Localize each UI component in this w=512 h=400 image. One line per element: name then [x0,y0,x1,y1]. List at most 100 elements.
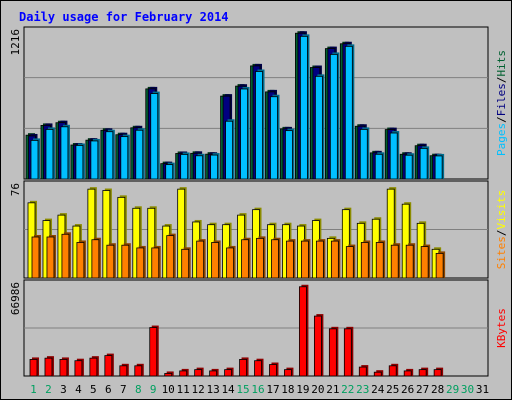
bar-kbytes-day-23 [358,365,369,377]
bar-kbytes-day-26-face [403,370,412,377]
x-label-day-17: 17 [266,383,279,396]
x-label-day-13: 13 [206,383,219,396]
bar-sites-day-10 [166,233,176,279]
bar-pages-day-13-face [210,154,219,180]
bar-sites-day-25-face [390,244,399,279]
bar-pages-day-17 [270,94,280,180]
panel-hits-files-pages-legend: Pages/Files/Hits [495,50,508,156]
bar-pages-day-9-face [150,93,159,180]
bar-pages-day-15 [240,86,250,180]
bar-pages-day-5-face [90,140,99,180]
bar-sites-day-16-face [256,237,264,279]
x-label-day-9: 9 [150,383,157,396]
bar-kbytes-day-7-face [119,365,128,377]
bar-kbytes-day-23-face [358,366,367,377]
bar-sites-day-27-face [420,246,429,279]
bar-sites-day-4 [76,240,86,279]
bar-visits-day-8-face [132,207,141,279]
legend-hits-4: Hits [495,50,508,77]
bar-pages-day-17-face [270,96,278,180]
bar-pages-day-12-face [195,155,204,180]
bar-kbytes-day-5-face [89,357,98,377]
legend-visits-2: Visits [495,190,508,230]
x-label-day-29: 29 [446,383,459,396]
bar-sites-day-23 [360,240,371,279]
bar-visits-day-25 [386,187,397,279]
bar-pages-day-10 [165,162,175,180]
bar-pages-day-6-face [105,131,114,180]
bar-sites-day-7-face [121,244,130,279]
chart-panels: 1216Pages/Files/Hits76Sites/Visits66986K… [9,26,508,377]
legend-sites-0: Sites [495,236,508,269]
bar-sites-day-20-face [315,240,324,279]
bar-visits-day-25-face [386,188,395,279]
x-label-day-12: 12 [192,383,205,396]
x-label-day-2: 2 [45,383,52,396]
bar-pages-day-1-face [30,140,39,180]
bar-kbytes-day-12 [194,367,204,377]
chart-title: Daily usage for February 2014 [19,10,229,24]
bar-visits-day-6-face [102,190,111,279]
bar-sites-day-24-face [375,242,384,279]
bar-pages-day-2 [45,127,55,180]
bar-kbytes-day-6-face [104,355,113,377]
bar-pages-day-7-face [120,136,129,180]
x-label-day-26: 26 [401,383,414,396]
x-label-day-10: 10 [162,383,175,396]
bar-visits-day-11 [177,187,187,279]
x-label-day-18: 18 [281,383,294,396]
x-label-day-25: 25 [386,383,399,396]
panel-kbytes-ymax-label: 66986 [9,282,22,315]
bar-sites-day-13-face [211,242,220,279]
bar-sites-day-13 [211,240,221,279]
bar-pages-day-28-face [434,155,443,180]
bar-sites-day-28-face [435,252,444,279]
bar-sites-day-14-face [226,247,234,279]
bar-sites-day-5-face [91,239,100,279]
bar-kbytes-day-27-face [418,369,427,377]
bar-kbytes-day-17-face [269,364,277,377]
bar-kbytes-day-14-face [224,369,232,377]
bar-pages-day-21-face [329,54,338,180]
bar-kbytes-day-11 [179,368,189,377]
bar-visits-day-8 [132,206,142,279]
bar-sites-day-15-face [241,239,249,279]
bar-pages-day-20 [314,74,325,180]
bar-pages-day-21 [329,52,340,180]
bar-pages-day-6 [105,129,115,180]
bar-pages-day-8 [135,128,145,180]
bar-sites-day-1-face [31,236,40,279]
bar-pages-day-2-face [45,129,54,180]
bar-pages-day-12 [195,153,205,180]
bar-kbytes-day-25 [388,363,399,377]
bar-kbytes-day-15 [239,357,249,377]
bar-sites-day-3-face [61,233,70,279]
bar-sites-day-19-face [301,240,309,279]
bar-pages-day-19-face [300,35,308,180]
bar-sites-day-18-face [286,240,294,279]
bar-kbytes-day-22-face [343,328,352,377]
bar-sites-day-2-face [46,236,55,279]
bar-kbytes-day-26 [403,368,414,377]
bar-kbytes-day-9-face [149,327,158,377]
legend-slash-1: / [495,230,508,237]
bar-kbytes-day-19-face [299,286,307,377]
bar-visits-day-9-face [147,207,156,279]
bar-pages-day-26-face [404,154,413,180]
bar-kbytes-day-13 [209,368,219,377]
panel-visits-sites-legend: Sites/Visits [495,190,508,270]
x-label-day-7: 7 [120,383,127,396]
panel-visits-sites: 76 Sites/Visits [9,180,508,279]
bar-pages-day-18 [285,128,295,180]
bar-kbytes-day-8 [134,363,144,377]
bar-sites-day-21-face [330,240,339,279]
bar-pages-day-22 [344,44,355,180]
bar-kbytes-day-21 [328,326,339,377]
x-label-day-15: 15 [236,383,249,396]
bar-sites-day-26-face [405,244,414,279]
bar-visits-day-11-face [177,188,186,279]
bar-kbytes-day-3 [59,357,69,377]
bar-sites-day-6-face [106,244,115,279]
bar-kbytes-day-16 [254,358,264,377]
x-label-day-16: 16 [251,383,264,396]
